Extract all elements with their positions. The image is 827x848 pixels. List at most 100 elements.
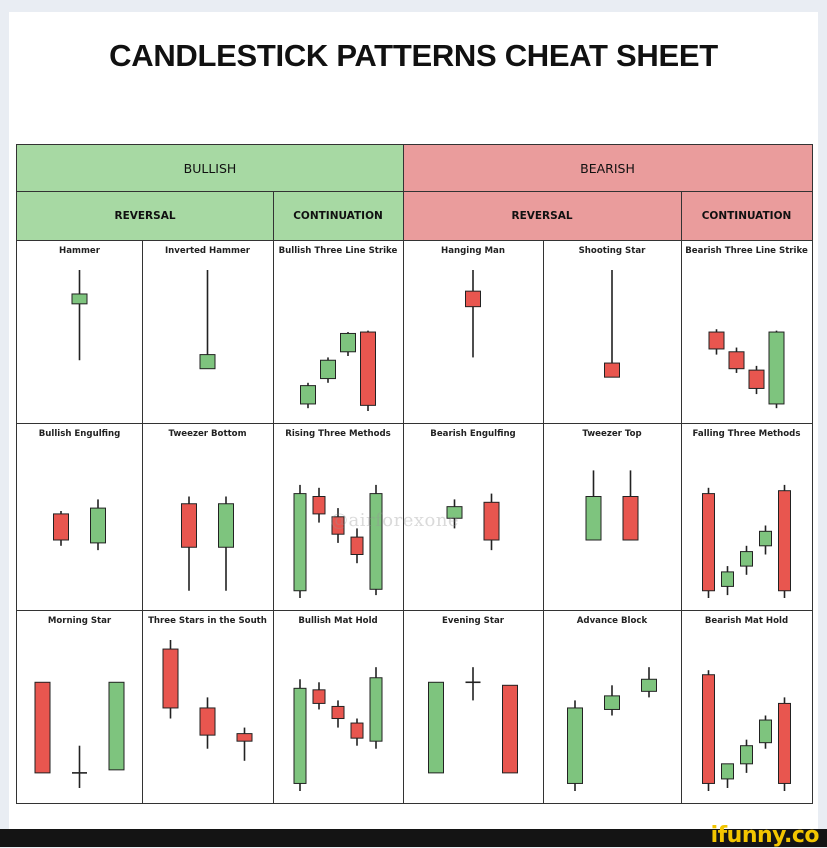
grid-line xyxy=(16,610,813,611)
grid-line xyxy=(16,423,813,424)
bullish-candle xyxy=(585,496,602,541)
pattern-cell: Bearish Engulfing xyxy=(403,423,543,610)
bullish-candle xyxy=(340,332,356,353)
pattern-label: Shooting Star xyxy=(578,246,646,256)
bearish-candle xyxy=(702,493,715,592)
ifunny-logo: ifunny.co xyxy=(710,823,820,848)
grid-line xyxy=(142,240,143,803)
bearish-candle xyxy=(604,362,620,378)
grid-line xyxy=(273,240,274,803)
bearish-candle xyxy=(778,490,791,592)
pattern-cell: Bearish Three Line Strike xyxy=(681,240,812,423)
pattern-cell: Evening Star xyxy=(403,610,543,803)
pattern-cell: Bearish Mat Hold xyxy=(681,610,812,803)
pattern-cell: Tweezer Bottom xyxy=(142,423,273,610)
bearish-reversal-header: REVERSAL xyxy=(403,191,681,240)
bullish-candle xyxy=(108,681,125,771)
bearish-candle xyxy=(748,369,765,389)
grid-line xyxy=(16,144,813,145)
pattern-chart xyxy=(585,470,639,541)
bearish-candle xyxy=(312,689,326,704)
pattern-chart xyxy=(567,667,657,791)
pattern-cell: Bullish Engulfing xyxy=(17,423,142,610)
bullish-candle xyxy=(369,493,383,590)
bullish-candle xyxy=(759,530,772,547)
pattern-label: Advance Block xyxy=(576,616,648,626)
footer-bar: ifunny.co xyxy=(0,823,827,848)
bullish-candle xyxy=(641,678,657,692)
pattern-label: Bearish Engulfing xyxy=(430,429,516,439)
bearish-candle xyxy=(778,702,791,784)
bullish-candle xyxy=(721,571,734,587)
bearish-header: BEARISH xyxy=(403,145,812,191)
pattern-chart xyxy=(702,670,791,791)
bullish-candle xyxy=(567,707,583,784)
pattern-cell: Inverted Hammer xyxy=(142,240,273,423)
bullish-candle xyxy=(604,695,620,710)
bullish-header: BULLISH xyxy=(17,145,403,191)
bearish-candle xyxy=(622,496,639,541)
grid-line xyxy=(681,240,682,803)
bearish-candle xyxy=(331,516,345,535)
bullish-candle xyxy=(740,551,753,567)
pattern-cell: Bullish Mat Hold xyxy=(273,610,403,803)
bearish-candle xyxy=(350,722,364,739)
pattern-chart xyxy=(446,493,500,551)
grid-line xyxy=(403,144,404,241)
pattern-cell: Bullish Three Line Strike xyxy=(273,240,403,423)
bullish-candle xyxy=(199,354,216,370)
bullish-candle xyxy=(90,507,106,544)
grid-line xyxy=(403,240,404,803)
pattern-label: Tweezer Top xyxy=(582,429,642,439)
grid-line xyxy=(812,144,813,804)
bearish-candle xyxy=(53,513,69,541)
bearish-candle xyxy=(350,536,364,555)
bullish-candle xyxy=(759,719,772,744)
pattern-cell: Tweezer Top xyxy=(543,423,681,610)
bearish-candle xyxy=(728,351,745,370)
pattern-chart xyxy=(428,667,518,774)
pattern-label: Bullish Engulfing xyxy=(38,429,121,439)
grid-line xyxy=(543,240,544,803)
bearish-candle xyxy=(502,684,518,774)
pattern-chart xyxy=(53,499,106,551)
bullish-candle xyxy=(320,359,336,380)
grid-line xyxy=(16,144,17,804)
pattern-cell: Rising Three Methods xyxy=(273,423,403,610)
bullish-candle xyxy=(71,293,88,305)
pattern-chart xyxy=(300,330,376,411)
pattern-chart xyxy=(162,640,253,761)
pattern-chart xyxy=(199,270,216,370)
pattern-chart xyxy=(465,270,481,358)
bearish-candle xyxy=(312,496,326,515)
pattern-label: Hanging Man xyxy=(441,246,505,256)
bearish-candle xyxy=(702,674,715,784)
pattern-cell: Falling Three Methods xyxy=(681,423,812,610)
bullish-candle xyxy=(428,681,444,774)
bullish-reversal-header: REVERSAL xyxy=(17,191,273,240)
pattern-chart xyxy=(293,667,383,791)
bullish-candle xyxy=(300,385,316,405)
pattern-label: Evening Star xyxy=(442,616,504,626)
pattern-chart xyxy=(71,270,88,361)
pattern-chart xyxy=(702,484,791,598)
pattern-label: Morning Star xyxy=(47,616,112,626)
pattern-label: Bullish Three Line Strike xyxy=(278,246,398,256)
pattern-cell: Hammer xyxy=(17,240,142,423)
grid-line xyxy=(16,191,813,192)
pattern-chart xyxy=(708,329,785,409)
bearish-candle xyxy=(708,331,725,350)
bearish-candle xyxy=(162,648,179,709)
pattern-label: Tweezer Bottom xyxy=(168,429,247,439)
pattern-chart xyxy=(181,496,234,591)
grid-line xyxy=(16,803,813,804)
pattern-cell: Morning Star xyxy=(17,610,142,803)
pattern-cell: Hanging Man xyxy=(403,240,543,423)
pattern-cell: Three Stars in the South xyxy=(142,610,273,803)
page-title: CANDLESTICK PATTERNS CHEAT SHEET xyxy=(109,38,718,73)
pattern-label: Rising Three Methods xyxy=(285,429,391,439)
bearish-continuation-header: CONTINUATION xyxy=(681,191,812,240)
pattern-chart xyxy=(293,484,383,598)
bullish-candle xyxy=(218,503,234,548)
bearish-candle xyxy=(199,707,216,736)
